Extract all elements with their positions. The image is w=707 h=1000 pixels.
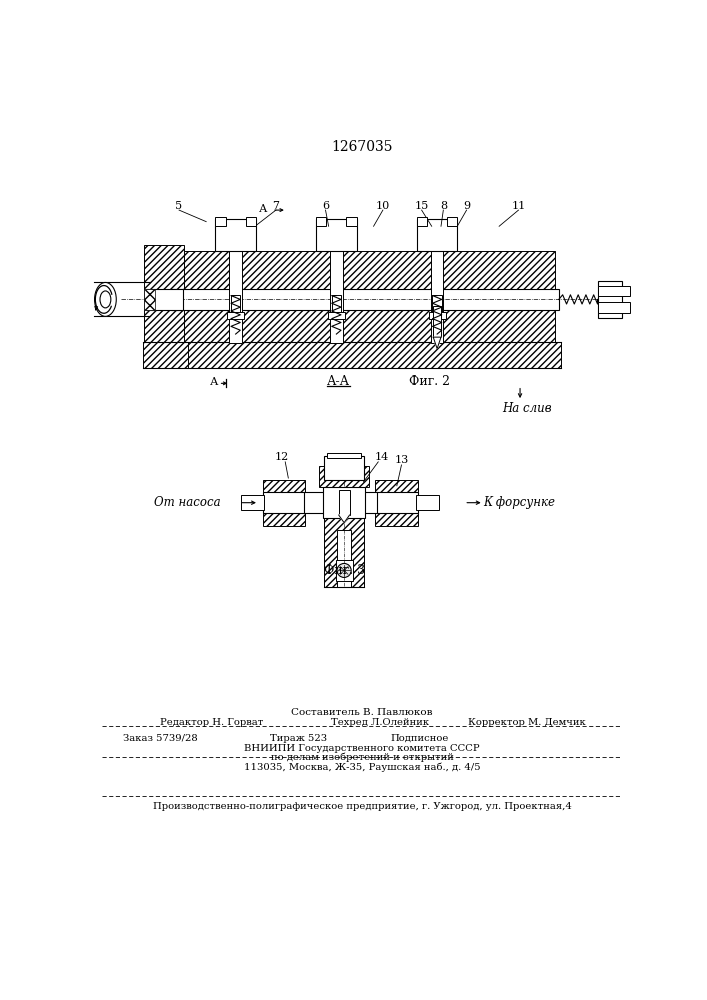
- Bar: [328, 312, 345, 319]
- Bar: [171, 289, 559, 310]
- Bar: [143, 342, 187, 368]
- Text: 10: 10: [375, 201, 390, 211]
- Circle shape: [337, 563, 351, 577]
- Bar: [431, 251, 443, 343]
- Bar: [227, 312, 244, 319]
- Text: А: А: [210, 377, 218, 387]
- Text: 15: 15: [414, 201, 428, 211]
- Bar: [144, 289, 155, 310]
- Bar: [428, 312, 445, 319]
- Bar: [327, 453, 361, 458]
- Text: по делам изобретений и открытий: по делам изобретений и открытий: [271, 753, 453, 762]
- Bar: [263, 480, 305, 526]
- Text: На слив: На слив: [502, 402, 552, 415]
- Bar: [339, 490, 349, 515]
- Text: Техред Л.Олейник: Техред Л.Олейник: [331, 718, 429, 727]
- Bar: [375, 480, 418, 526]
- Bar: [416, 495, 440, 510]
- Text: Тираж 523: Тираж 523: [271, 734, 327, 743]
- Bar: [230, 251, 242, 343]
- Text: 8: 8: [440, 201, 447, 211]
- Text: От насоса: От насоса: [153, 496, 220, 509]
- Text: ВНИИПИ Государственного комитета СССР: ВНИИПИ Государственного комитета СССР: [244, 744, 480, 753]
- Bar: [363, 492, 377, 513]
- Bar: [323, 487, 365, 518]
- Bar: [144, 245, 185, 349]
- Text: А: А: [259, 204, 267, 214]
- Bar: [324, 518, 364, 587]
- Bar: [346, 217, 356, 226]
- Bar: [337, 530, 351, 587]
- Bar: [246, 217, 256, 226]
- Text: 7: 7: [272, 201, 279, 211]
- Ellipse shape: [100, 291, 111, 308]
- Text: 12: 12: [275, 452, 289, 462]
- Text: Производственно-полиграфическое предприятие, г. Ужгород, ул. Проектная,4: Производственно-полиграфическое предприя…: [153, 802, 571, 811]
- Bar: [417, 219, 457, 251]
- Bar: [216, 217, 226, 226]
- Bar: [332, 295, 341, 314]
- Text: 6: 6: [322, 201, 329, 211]
- Text: 14: 14: [374, 452, 388, 462]
- Bar: [241, 495, 264, 510]
- Bar: [597, 281, 622, 318]
- Text: 5: 5: [175, 201, 182, 211]
- Bar: [169, 342, 561, 368]
- Ellipse shape: [95, 282, 116, 316]
- Text: Заказ 5739/28: Заказ 5739/28: [123, 734, 198, 743]
- Bar: [597, 302, 630, 313]
- Text: К форсунке: К форсунке: [484, 496, 556, 509]
- Bar: [433, 295, 442, 314]
- Bar: [146, 289, 183, 310]
- Bar: [263, 492, 305, 513]
- Bar: [231, 295, 240, 314]
- Bar: [433, 306, 441, 337]
- Bar: [216, 219, 256, 251]
- Bar: [304, 492, 325, 513]
- Text: А-А: А-А: [327, 375, 349, 388]
- Text: Фиг. 3: Фиг. 3: [324, 564, 365, 577]
- Text: Подписное: Подписное: [391, 734, 449, 743]
- Text: 11: 11: [511, 201, 525, 211]
- Bar: [324, 456, 364, 480]
- Bar: [316, 217, 327, 226]
- Bar: [448, 217, 457, 226]
- Polygon shape: [339, 515, 349, 523]
- Bar: [320, 466, 369, 487]
- Text: Редактор Н. Горват: Редактор Н. Горват: [160, 718, 264, 727]
- Text: 13: 13: [395, 455, 409, 465]
- Text: Корректор М. Демчик: Корректор М. Демчик: [468, 718, 586, 727]
- Text: Фиг. 2: Фиг. 2: [409, 375, 450, 388]
- Text: Составитель В. Павлюков: Составитель В. Павлюков: [291, 708, 433, 717]
- Bar: [417, 217, 427, 226]
- Bar: [597, 286, 630, 296]
- Text: 9: 9: [463, 201, 470, 211]
- Polygon shape: [433, 337, 441, 349]
- Bar: [330, 251, 343, 343]
- Text: 113035, Москва, Ж-35, Раушская наб., д. 4/5: 113035, Москва, Ж-35, Раушская наб., д. …: [244, 762, 480, 772]
- Bar: [175, 251, 555, 343]
- Text: 1267035: 1267035: [331, 140, 392, 154]
- Bar: [336, 560, 353, 581]
- Bar: [316, 219, 356, 251]
- Bar: [375, 492, 418, 513]
